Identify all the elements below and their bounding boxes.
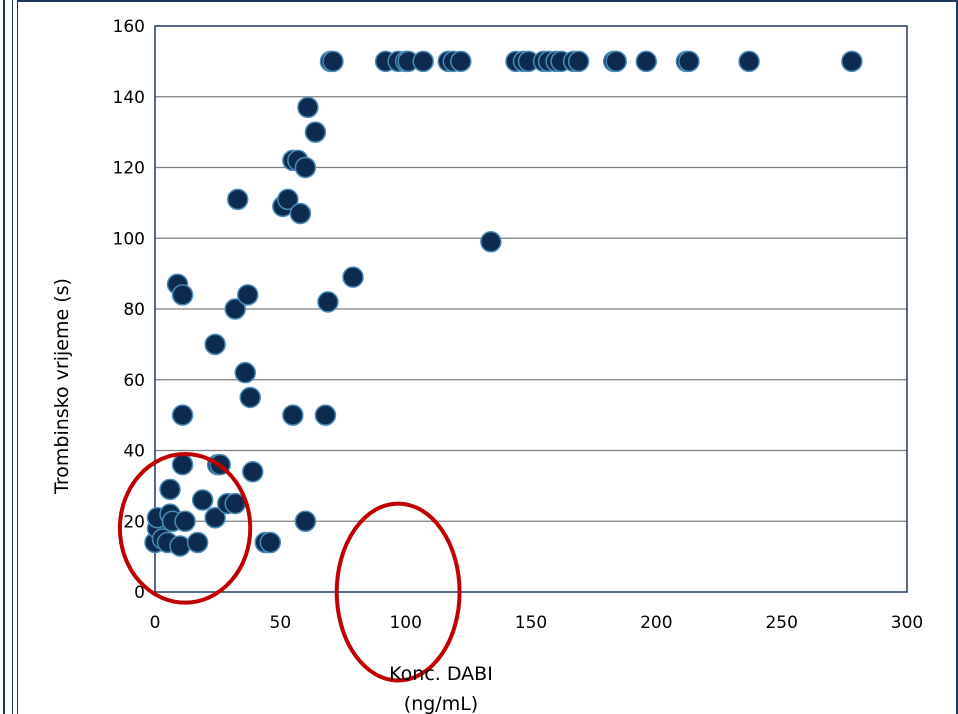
data-point (171, 404, 194, 426)
data-point (297, 96, 319, 119)
y-tick-label: 100 (113, 229, 145, 249)
y-tick-label: 160 (113, 17, 145, 37)
data-point (304, 121, 327, 143)
slide-frame-left-outer (0, 0, 5, 714)
data-point (678, 50, 700, 73)
data-point (259, 531, 282, 554)
x-tick-label: 150 (515, 613, 547, 633)
data-point (289, 202, 312, 225)
data-points (144, 50, 863, 557)
data-point (841, 50, 863, 73)
plot-area-border (154, 25, 908, 593)
data-point (412, 50, 434, 73)
x-tick-label: 300 (891, 613, 923, 633)
data-point (204, 506, 226, 529)
data-point (226, 188, 249, 211)
data-point (236, 284, 259, 306)
data-point (174, 510, 196, 532)
x-axis-title-line-1: Konc. DABI (389, 663, 493, 685)
data-point (480, 231, 502, 253)
data-point (635, 50, 658, 73)
data-point (450, 50, 472, 73)
data-point (234, 361, 256, 384)
y-tick-label: 60 (123, 371, 145, 391)
x-tick-label: 250 (765, 613, 797, 633)
y-axis-tick-labels: 0 20 40 60 80 100 120 140 160 (113, 17, 145, 603)
data-point (567, 50, 590, 73)
y-tick-label: 80 (123, 300, 145, 320)
data-point (317, 291, 339, 313)
highlight-circles (117, 452, 462, 683)
data-point (186, 531, 209, 554)
x-tick-label: 100 (389, 613, 421, 633)
x-axis-title-line-2: (ng/mL) (404, 693, 478, 714)
data-point (282, 404, 304, 426)
x-tick-label: 200 (640, 613, 672, 633)
y-tick-label: 0 (134, 583, 145, 603)
y-axis-title: Trombinsko vrijeme (s) (51, 278, 73, 495)
data-point (738, 50, 760, 73)
data-point (239, 386, 262, 409)
data-point (322, 50, 344, 73)
y-tick-label: 40 (123, 442, 145, 462)
x-axis-tick-labels: 0 50 100 150 200 250 300 (150, 613, 924, 633)
highlight-circle (117, 452, 253, 605)
data-point (191, 489, 214, 511)
slide-frame-left-inner (12, 0, 18, 714)
data-point (294, 156, 317, 179)
data-point (294, 510, 317, 532)
data-point (277, 188, 299, 211)
highlight-circle (334, 501, 462, 683)
data-point (169, 535, 191, 557)
data-point (159, 478, 181, 501)
data-point (204, 333, 226, 356)
data-point (242, 460, 264, 483)
data-point (224, 298, 246, 320)
x-tick-label: 0 (150, 613, 161, 633)
slide-frame-right (956, 0, 958, 714)
y-tick-label: 120 (113, 159, 145, 179)
y-tick-label: 140 (113, 88, 145, 108)
data-point (605, 50, 627, 73)
slide-frame-top (18, 0, 958, 2)
data-point (314, 404, 337, 426)
x-tick-label: 50 (270, 613, 292, 633)
y-tick-label: 20 (123, 512, 145, 532)
data-point (171, 284, 194, 306)
gridlines (155, 96, 907, 522)
data-point (342, 266, 364, 288)
data-point (171, 453, 194, 476)
